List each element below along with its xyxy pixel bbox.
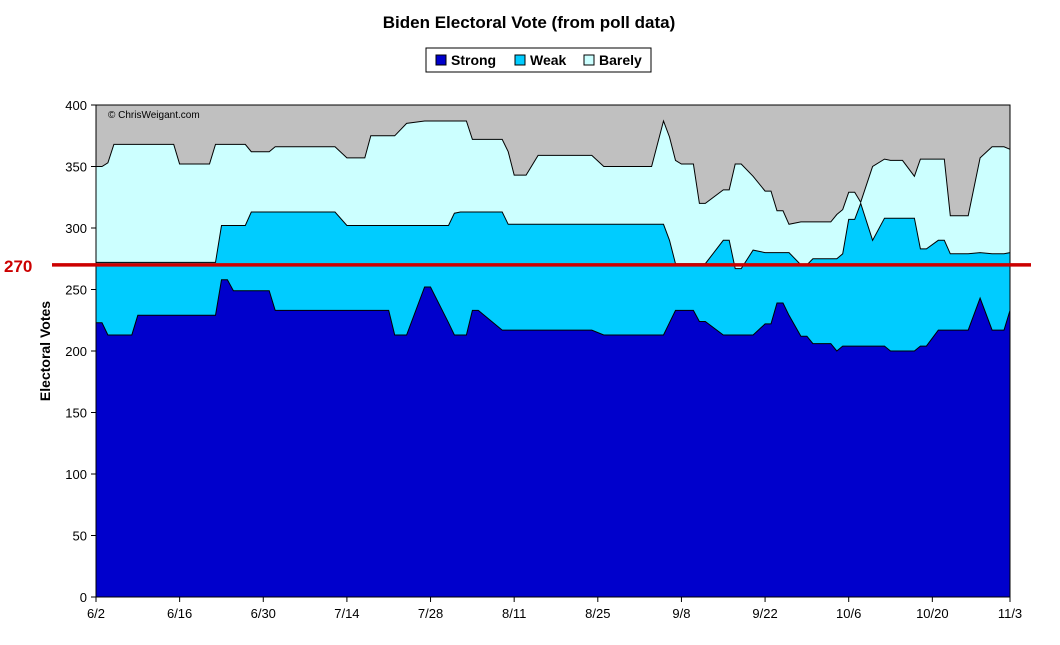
y-tick-label: 400 (65, 98, 87, 113)
x-tick-label: 9/22 (752, 606, 777, 621)
x-tick-label: 9/8 (672, 606, 690, 621)
legend-swatch-barely (583, 54, 595, 66)
y-tick-label: 150 (65, 406, 87, 421)
x-tick-label: 10/20 (916, 606, 949, 621)
area-series-strong (95, 279, 1011, 598)
reference-line-group: 270 (4, 257, 1031, 276)
y-axis: 0 50 100 150 200 250 300 350 400 (65, 98, 96, 605)
legend-label-barely: Barely (599, 52, 642, 68)
y-tick-label: 50 (73, 529, 87, 544)
x-tick-label: 11/3 (998, 606, 1022, 621)
x-axis: 6/2 6/16 6/30 7/14 7/28 8/11 8/25 9/8 9/22 10/6 10… (87, 597, 1022, 621)
x-tick-label: 8/11 (502, 606, 526, 621)
y-tick-label: 200 (65, 344, 87, 359)
x-tick-label: 7/14 (334, 606, 359, 621)
chart-title: Biden Electoral Vote (from poll data) (383, 13, 676, 32)
legend-label-strong: Strong (451, 52, 496, 68)
reference-line-label: 270 (4, 257, 32, 276)
x-tick-label: 10/6 (836, 606, 861, 621)
y-tick-label: 300 (65, 221, 87, 236)
x-tick-label: 6/2 (87, 606, 105, 621)
copyright-note: © ChrisWeigant.com (108, 110, 200, 121)
x-tick-label: 6/30 (251, 606, 276, 621)
plot-area: © ChrisWeigant.com (95, 104, 1011, 598)
x-tick-label: 6/16 (167, 606, 192, 621)
y-tick-label: 0 (80, 590, 87, 605)
legend-swatch-weak (514, 54, 526, 66)
legend-label-weak: Weak (530, 52, 567, 68)
y-tick-label: 350 (65, 160, 87, 175)
legend-box (425, 47, 652, 73)
legend-swatch-strong (435, 54, 447, 66)
x-tick-label: 7/28 (418, 606, 443, 621)
area-series-group (95, 119, 1011, 598)
y-tick-label: 100 (65, 467, 87, 482)
y-tick-label: 250 (65, 283, 87, 298)
y-axis-label: Electoral Votes (37, 301, 53, 401)
chart-legend: Strong Weak Barely (425, 47, 652, 73)
x-tick-label: 8/25 (585, 606, 610, 621)
